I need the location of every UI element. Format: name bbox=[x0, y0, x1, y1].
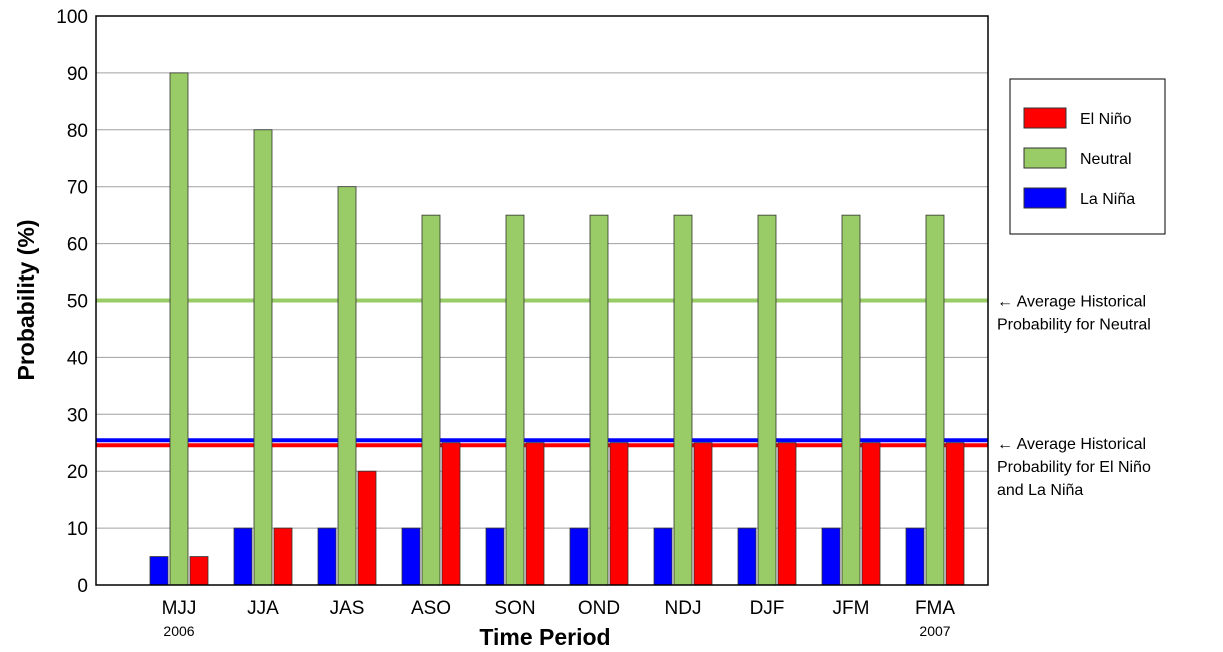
y-tick-label: 70 bbox=[67, 178, 88, 199]
x-tick-label: OND bbox=[578, 598, 620, 619]
bar-el-nino-ond bbox=[609, 442, 629, 586]
bar-neutral-aso bbox=[421, 214, 441, 586]
y-tick-label: 80 bbox=[67, 121, 88, 142]
bar-neutral-ndj bbox=[673, 214, 693, 586]
legend-label-neutral: Neutral bbox=[1080, 151, 1132, 168]
y-tick-label: 60 bbox=[67, 235, 88, 256]
y-tick-label: 10 bbox=[67, 519, 88, 540]
reference-note-line: ← Average Historical bbox=[997, 294, 1146, 311]
reference-notes: ← Average Historical Probability for Neut… bbox=[997, 294, 1151, 499]
y-tick-label: 30 bbox=[67, 405, 88, 426]
bar-la-nina-mjj bbox=[149, 556, 169, 586]
legend-items: El Niño Neutral La Niña bbox=[1023, 107, 1135, 209]
y-tick-labels: 0 10 20 30 40 50 60 70 80 90 100 bbox=[56, 7, 88, 597]
x-axis-title: Time Period bbox=[479, 624, 610, 650]
bar-el-nino-mjj bbox=[189, 556, 209, 586]
reference-note-line: ← Average Historical bbox=[997, 436, 1146, 453]
bar-neutral-djf bbox=[757, 214, 777, 586]
x-tick-labels: MJJ 2006 JJA JAS ASO SON OND NDJ DJF JFM FMA 2007 bbox=[162, 598, 956, 639]
x-tick-sublabel: 2007 bbox=[919, 623, 950, 639]
bar-la-nina-jfm bbox=[821, 527, 841, 586]
plot-area-frame bbox=[95, 15, 989, 586]
bar-neutral-ond bbox=[589, 214, 609, 586]
legend-swatch-neutral bbox=[1023, 147, 1067, 169]
x-tick-label: ASO bbox=[411, 598, 451, 619]
x-tick-label: SON bbox=[494, 598, 535, 619]
x-tick-label: JFM bbox=[833, 598, 870, 619]
legend-swatch-la-nina bbox=[1023, 187, 1067, 209]
bar-neutral-jfm bbox=[841, 214, 861, 586]
reference-note-line: Probability for Neutral bbox=[997, 317, 1151, 334]
bar-neutral-fma bbox=[925, 214, 945, 586]
bar-el-nino-fma bbox=[945, 442, 965, 586]
bar-el-nino-son bbox=[525, 442, 545, 586]
reference-note-line: Probability for El Niño bbox=[997, 459, 1151, 476]
bar-el-nino-ndj bbox=[693, 442, 713, 586]
bar-neutral-son bbox=[505, 214, 525, 586]
x-tick-label: MJJ bbox=[162, 598, 197, 619]
y-tick-label: 90 bbox=[67, 64, 88, 85]
x-tick-label: FMA bbox=[915, 598, 955, 619]
legend: El Niño Neutral La Niña bbox=[1009, 78, 1166, 235]
y-tick-label: 40 bbox=[67, 348, 88, 369]
bar-neutral-jja bbox=[253, 129, 273, 586]
legend-label-la-nina: La Niña bbox=[1080, 191, 1135, 208]
x-tick-label: JAS bbox=[330, 598, 365, 619]
y-tick-label: 50 bbox=[67, 292, 88, 313]
bar-neutral-mjj bbox=[169, 72, 189, 586]
bar-la-nina-ndj bbox=[653, 527, 673, 586]
bar-la-nina-djf bbox=[737, 527, 757, 586]
bar-el-nino-aso bbox=[441, 442, 461, 586]
reference-note-line: and La Niña bbox=[997, 482, 1083, 499]
y-axis-title: Probability (%) bbox=[13, 219, 39, 380]
x-tick-label: JJA bbox=[247, 598, 279, 619]
x-tick-label: NDJ bbox=[665, 598, 702, 619]
bar-la-nina-fma bbox=[905, 527, 925, 586]
bar-el-nino-jas bbox=[357, 470, 377, 586]
x-tick-sublabel: 2006 bbox=[163, 623, 194, 639]
x-tick-label: DJF bbox=[750, 598, 785, 619]
bar-el-nino-jja bbox=[273, 527, 293, 586]
bar-neutral-jas bbox=[337, 186, 357, 586]
bar-el-nino-jfm bbox=[861, 442, 881, 586]
bars bbox=[149, 72, 965, 586]
bar-la-nina-aso bbox=[401, 527, 421, 586]
y-tick-label: 100 bbox=[56, 7, 88, 28]
legend-swatch-el-nino bbox=[1023, 107, 1067, 129]
bar-el-nino-djf bbox=[777, 442, 797, 586]
bar-la-nina-ond bbox=[569, 527, 589, 586]
bar-la-nina-jja bbox=[233, 527, 253, 586]
y-tick-label: 0 bbox=[77, 576, 88, 597]
y-tick-label: 20 bbox=[67, 462, 88, 483]
bar-la-nina-jas bbox=[317, 527, 337, 586]
bar-la-nina-son bbox=[485, 527, 505, 586]
legend-label-el-nino: El Niño bbox=[1080, 111, 1132, 128]
